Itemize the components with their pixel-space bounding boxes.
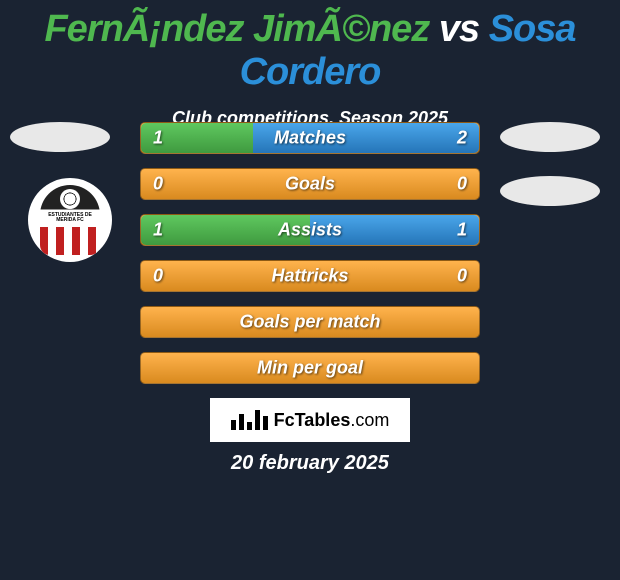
logo-chart-icon (231, 410, 268, 430)
stat-label: Assists (141, 220, 479, 241)
date: 20 february 2025 (0, 452, 620, 475)
flag-right-1 (500, 122, 600, 152)
stat-row-assists: 11Assists (140, 214, 480, 246)
flag-left (10, 122, 110, 152)
stat-bars: 12Matches 00Goals 11Assists 00Hattricks Goal… (140, 122, 480, 398)
stat-row-min-per-goal: Min per goal (140, 352, 480, 384)
stat-label: Goals per match (141, 312, 479, 333)
page-title: FernÃ¡ndez JimÃ©nez vs Sosa Cordero (0, 0, 620, 94)
flag-right-2 (500, 176, 600, 206)
stat-label: Goals (141, 174, 479, 195)
stat-label: Min per goal (141, 358, 479, 379)
club-badge: ESTUDIANTES DE MERIDA FC (28, 178, 112, 262)
stat-row-goals-per-match: Goals per match (140, 306, 480, 338)
stat-label: Hattricks (141, 266, 479, 287)
vs-text: vs (439, 8, 479, 50)
stat-row-goals: 00Goals (140, 168, 480, 200)
player1-name: FernÃ¡ndez JimÃ©nez (44, 8, 429, 50)
stat-label: Matches (141, 128, 479, 149)
stat-row-matches: 12Matches (140, 122, 480, 154)
fctables-logo[interactable]: FcTables.com (210, 398, 410, 442)
stat-row-hattricks: 00Hattricks (140, 260, 480, 292)
logo-text: FcTables.com (274, 410, 390, 431)
